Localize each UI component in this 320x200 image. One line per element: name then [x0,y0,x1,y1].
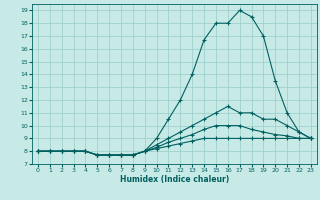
X-axis label: Humidex (Indice chaleur): Humidex (Indice chaleur) [120,175,229,184]
